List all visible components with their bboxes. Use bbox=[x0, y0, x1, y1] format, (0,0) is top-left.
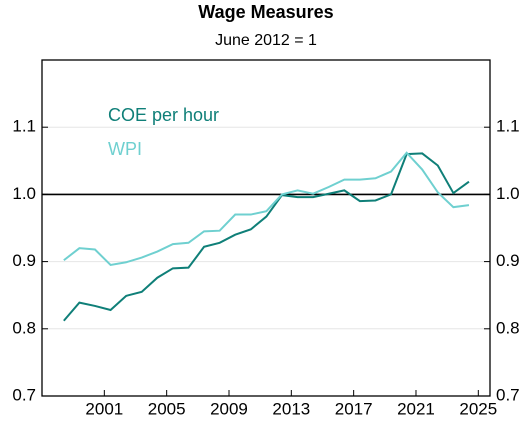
x-tick-label: 2013 bbox=[272, 399, 310, 418]
y2-tick-label: 1.1 bbox=[496, 117, 520, 136]
y2-tick-label: 0.8 bbox=[496, 318, 520, 337]
y2-tick-label: 1.0 bbox=[496, 184, 520, 203]
legend-label: WPI bbox=[108, 139, 142, 159]
legend-label: COE per hour bbox=[108, 105, 219, 125]
x-tick-label: 2017 bbox=[335, 399, 373, 418]
y-tick-label: 0.8 bbox=[12, 318, 36, 337]
y-tick-label: 0.9 bbox=[12, 251, 36, 270]
x-tick-label: 2021 bbox=[397, 399, 435, 418]
y2-tick-label: 0.7 bbox=[496, 385, 520, 404]
x-tick-label: 2005 bbox=[148, 399, 186, 418]
plot-frame bbox=[41, 59, 491, 397]
y-tick-label: 1.1 bbox=[12, 117, 36, 136]
x-tick-label: 2009 bbox=[210, 399, 248, 418]
x-tick-label: 2001 bbox=[85, 399, 123, 418]
x-tick-label: 2025 bbox=[459, 399, 497, 418]
chart-subtitle: June 2012 = 1 bbox=[215, 32, 317, 49]
y-tick-label: 0.7 bbox=[12, 385, 36, 404]
y-tick-label: 1.0 bbox=[12, 184, 36, 203]
y2-tick-label: 0.9 bbox=[496, 251, 520, 270]
chart-title: Wage Measures bbox=[198, 2, 333, 22]
series-line bbox=[63, 151, 470, 267]
series-line bbox=[63, 152, 470, 322]
